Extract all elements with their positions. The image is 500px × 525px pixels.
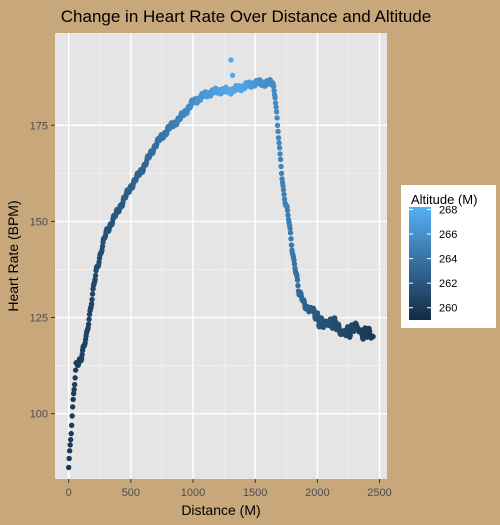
data-point xyxy=(70,390,77,397)
data-point xyxy=(65,464,72,471)
data-point xyxy=(68,422,75,429)
data-point xyxy=(276,145,283,151)
data-points xyxy=(65,57,376,471)
x-axis: 0 500 1000 1500 2000 2500 xyxy=(66,479,392,499)
data-point xyxy=(347,332,353,339)
data-point xyxy=(66,448,73,454)
data-point xyxy=(284,207,291,214)
data-point xyxy=(71,386,77,393)
x-tick-label: 0 xyxy=(66,487,72,499)
x-tick-label: 2000 xyxy=(305,487,329,499)
data-point xyxy=(72,367,79,373)
legend-tick-label: 262 xyxy=(439,278,457,290)
data-point xyxy=(274,122,281,129)
chart-title: Change in Heart Rate Over Distance and A… xyxy=(61,7,431,26)
y-tick-label: 125 xyxy=(30,313,48,325)
data-point xyxy=(370,333,376,340)
legend-title: Altitude (M) xyxy=(411,192,477,207)
legend-colorbar xyxy=(409,207,431,320)
x-tick-label: 1500 xyxy=(243,487,267,499)
x-tick-label: 1000 xyxy=(181,487,205,499)
data-point xyxy=(294,277,301,283)
data-point xyxy=(295,282,301,289)
data-point xyxy=(228,57,234,63)
data-point xyxy=(275,128,281,135)
data-point xyxy=(281,191,287,198)
data-point xyxy=(285,212,291,218)
legend: Altitude (M) 260 262 264 266 268 xyxy=(401,185,496,328)
data-point xyxy=(278,163,284,170)
data-point xyxy=(272,100,279,106)
data-point xyxy=(89,296,95,303)
data-point xyxy=(275,135,282,141)
legend-ticks: 260 262 264 266 268 xyxy=(409,204,457,315)
y-tick-label: 150 xyxy=(30,216,48,228)
data-point xyxy=(291,261,298,267)
data-point xyxy=(99,243,106,250)
data-point xyxy=(66,455,72,462)
plot-group xyxy=(55,33,387,479)
data-point xyxy=(288,242,295,248)
major-gridlines-x xyxy=(67,33,381,479)
y-axis: 100 125 150 175 xyxy=(30,120,55,421)
data-point xyxy=(70,396,76,403)
data-point xyxy=(69,413,75,419)
data-point xyxy=(79,351,85,358)
data-point xyxy=(72,375,78,381)
data-point xyxy=(273,109,280,115)
data-point xyxy=(71,381,78,388)
legend-tick-label: 260 xyxy=(439,303,457,315)
minor-gridlines-x xyxy=(99,33,349,479)
data-point xyxy=(278,170,285,177)
data-point xyxy=(88,301,95,307)
y-axis-label: Heart Rate (BPM) xyxy=(5,200,21,311)
x-axis-label: Distance (M) xyxy=(181,502,260,518)
x-tick-label: 2500 xyxy=(367,487,391,499)
data-point xyxy=(67,436,74,443)
data-point xyxy=(85,321,92,327)
data-point xyxy=(272,95,278,101)
data-point xyxy=(280,187,287,193)
data-point xyxy=(92,276,98,283)
data-point xyxy=(92,272,99,279)
data-point xyxy=(271,88,277,94)
data-point xyxy=(287,225,293,231)
x-tick-label: 500 xyxy=(122,487,140,499)
plot-panel xyxy=(55,33,387,479)
data-point xyxy=(277,151,283,157)
data-point xyxy=(86,316,92,323)
data-point xyxy=(274,115,280,121)
minor-gridlines-y xyxy=(55,172,387,366)
data-point xyxy=(89,291,96,297)
data-point xyxy=(277,156,284,163)
y-tick-label: 175 xyxy=(30,120,48,132)
data-point xyxy=(68,430,74,437)
data-point xyxy=(276,140,282,146)
legend-tick-label: 266 xyxy=(439,229,457,241)
legend-tick-label: 268 xyxy=(439,204,457,216)
data-point xyxy=(270,83,277,90)
data-point xyxy=(69,404,76,410)
data-point xyxy=(287,230,294,236)
y-tick-label: 100 xyxy=(30,409,48,421)
data-point xyxy=(67,442,73,448)
data-point xyxy=(288,236,294,242)
data-point xyxy=(273,104,279,110)
data-point xyxy=(229,72,236,78)
legend-tick-label: 264 xyxy=(439,254,457,266)
